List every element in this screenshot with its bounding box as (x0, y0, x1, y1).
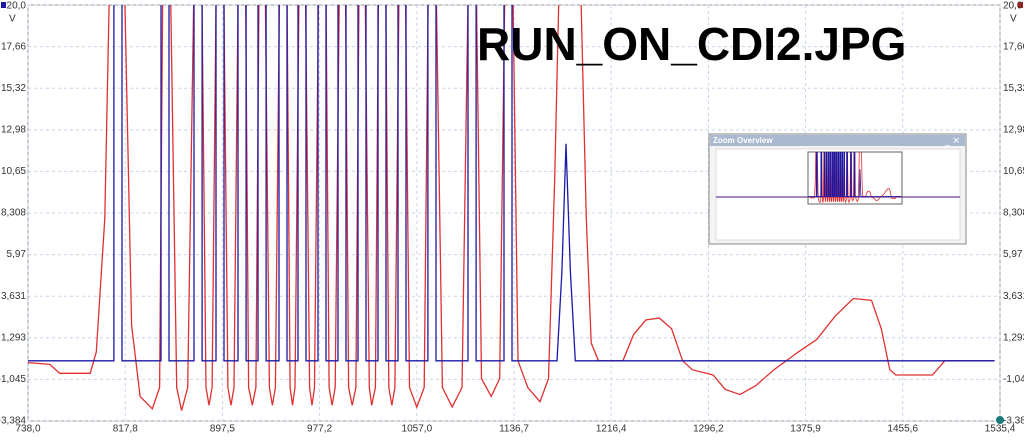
x-tick-label: 817,8 (113, 424, 138, 435)
chart-title: RUN_ON_CDI2.JPG (477, 18, 906, 70)
overview-title: Zoom Overview (713, 136, 773, 145)
x-tick-label: 1136,7 (499, 424, 529, 435)
y-tick-label-right: 17,66 (1003, 41, 1024, 52)
x-tick-label: 1375,9 (790, 424, 821, 435)
y-unit-right: V (1010, 14, 1017, 25)
y-tick-label: 15,32 (1, 83, 26, 94)
y-tick-label-right: -3,384 (1003, 416, 1024, 427)
y-tick-label-right: -1,045 (1003, 374, 1024, 385)
x-tick-label: 897,5 (210, 424, 235, 435)
y-tick-label: 12,98 (1, 125, 26, 136)
x-tick-label: 1296,2 (693, 424, 724, 435)
trace (28, 5, 995, 362)
x-tick-label: 1455,6 (887, 424, 918, 435)
y-tick-label-right: 20,0 (1003, 1, 1023, 12)
y-tick-label-right: 15,32 (1003, 83, 1024, 94)
x-tick-label: 977,2 (307, 424, 332, 435)
y-tick-label-right: 8,308 (1003, 208, 1024, 219)
y-tick-label: 20,0 (7, 1, 27, 12)
x-tick-label: 1057,0 (402, 424, 433, 435)
y-tick-label: 5,97 (7, 249, 27, 260)
overview-trace (808, 152, 902, 197)
trigger-marker[interactable] (996, 416, 1004, 424)
y-tick-label-right: 12,98 (1003, 125, 1024, 136)
trace (28, 5, 995, 411)
y-tick-label: 17,66 (1, 41, 26, 52)
y-tick-label-right: 1,293 (1003, 332, 1024, 343)
overview-close[interactable]: _ ✕ (944, 135, 960, 145)
y-tick-label-right: 5,97 (1003, 249, 1023, 260)
y-tick-label-right: 10,65 (1003, 166, 1024, 177)
x-tick-label: 1216,4 (596, 424, 627, 435)
y-tick-label: -3,384 (0, 416, 26, 427)
x-tick-label: 738,0 (15, 424, 40, 435)
y-tick-label-right: 3,631 (1003, 291, 1024, 302)
x-tick-label: 1535,4 (985, 424, 1016, 435)
channel-a-marker (1, 2, 6, 8)
y-tick-label: 10,65 (1, 166, 26, 177)
channel-b-marker (1018, 2, 1023, 8)
overview-trace (808, 152, 902, 204)
y-tick-label: 3,631 (1, 291, 26, 302)
y-tick-label: 8,308 (1, 208, 26, 219)
y-tick-label: -1,045 (0, 374, 26, 385)
y-tick-label: 1,293 (1, 332, 26, 343)
y-unit-left: V (9, 14, 16, 25)
